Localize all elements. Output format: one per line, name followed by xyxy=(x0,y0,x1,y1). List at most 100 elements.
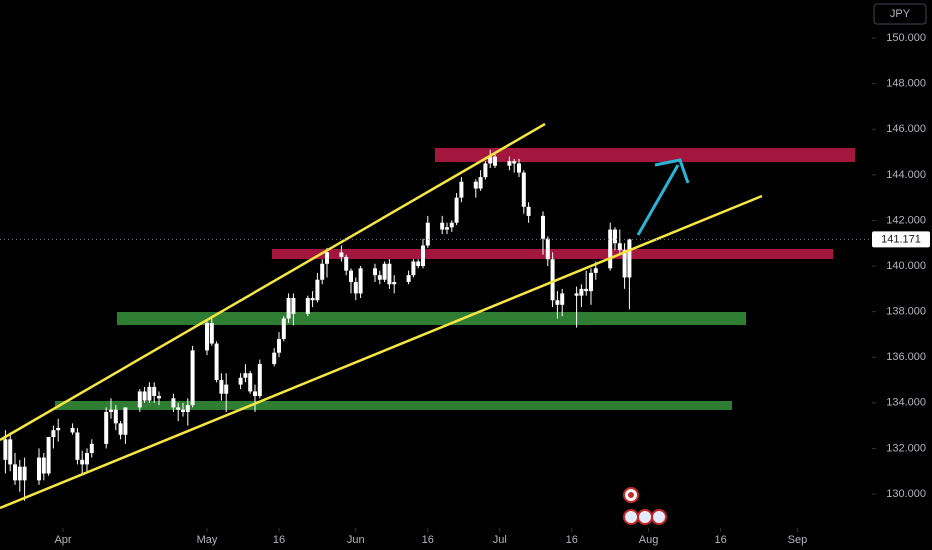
x-tick-label: 16 xyxy=(273,534,285,546)
y-tick-label: 130.000 xyxy=(886,488,926,500)
candle-body xyxy=(310,297,315,301)
candle-body xyxy=(3,439,8,460)
candle-body xyxy=(411,261,416,276)
candle-body xyxy=(277,339,281,353)
candle-body xyxy=(339,252,344,257)
y-tick-label: 138.000 xyxy=(886,306,926,318)
currency-button[interactable] xyxy=(873,3,927,25)
candle-body xyxy=(56,427,61,431)
candle-body xyxy=(291,297,296,314)
candle-body xyxy=(51,430,56,438)
candle-body xyxy=(425,222,430,246)
x-tick-label: 16 xyxy=(714,534,726,546)
candle-body xyxy=(46,437,51,474)
candle-body xyxy=(421,245,425,267)
candle-body xyxy=(171,398,176,408)
y-tick-label: 146.000 xyxy=(886,123,926,135)
resistance-zone xyxy=(435,148,855,162)
trend-line xyxy=(0,194,763,510)
x-tick-label: Aug xyxy=(639,534,659,546)
candle-body xyxy=(377,275,382,280)
y-tick-label: 136.000 xyxy=(886,351,926,363)
candle-body xyxy=(512,161,517,164)
event-icon[interactable] xyxy=(623,509,639,525)
candle-body xyxy=(224,384,229,394)
candle-body xyxy=(142,391,147,401)
x-tick-label: Apr xyxy=(54,534,71,546)
candle-body xyxy=(579,288,584,296)
candle-body xyxy=(13,464,17,481)
candle-body xyxy=(238,377,243,385)
candle-body xyxy=(305,297,310,314)
candle-body xyxy=(555,300,560,305)
candle-body xyxy=(325,252,329,264)
y-tick-label: 148.000 xyxy=(886,78,926,90)
candle-body xyxy=(387,263,392,285)
candle-body xyxy=(8,439,13,465)
candle-body xyxy=(526,206,531,216)
candle-body xyxy=(152,386,157,396)
candle-body xyxy=(382,263,387,280)
candle-body xyxy=(613,229,617,244)
candle-body xyxy=(214,343,219,381)
candle-body xyxy=(320,263,325,280)
x-tick-label: Sep xyxy=(788,534,808,546)
candle-body xyxy=(113,409,118,424)
candle-body xyxy=(373,268,377,276)
x-tick-label: 16 xyxy=(566,534,578,546)
y-tick-label: 150.000 xyxy=(886,32,926,44)
candle-body xyxy=(440,222,445,230)
support-zone xyxy=(55,401,732,410)
x-tick-label: Jul xyxy=(493,534,507,546)
candle-body xyxy=(473,181,478,189)
candle-body xyxy=(109,409,113,412)
candle-body xyxy=(181,409,185,412)
candle-body xyxy=(37,457,41,481)
trend-line xyxy=(0,122,546,442)
candle-body xyxy=(507,161,512,166)
candle-body xyxy=(176,407,181,410)
drawings xyxy=(0,122,763,510)
x-tick-label: 16 xyxy=(422,534,434,546)
candle-body xyxy=(608,229,613,269)
candle-body xyxy=(449,222,454,228)
y-tick-label: 140.000 xyxy=(886,260,926,272)
candle-body xyxy=(545,238,550,260)
candle-body xyxy=(493,156,497,166)
candle-body xyxy=(118,423,123,435)
candle-body xyxy=(459,181,464,198)
candle-body xyxy=(75,432,80,460)
candle-body xyxy=(272,352,277,365)
candle-body xyxy=(584,288,589,292)
support-zone xyxy=(117,312,746,325)
candle-body xyxy=(123,407,128,435)
y-tick-label: 134.000 xyxy=(886,397,926,409)
candle-body xyxy=(349,270,353,283)
candle-body xyxy=(147,386,152,401)
candle-body xyxy=(589,272,593,292)
candle-body xyxy=(617,243,622,251)
arrow xyxy=(636,164,680,236)
last-price-box xyxy=(872,231,930,248)
last-price-label: 141.171 xyxy=(881,233,921,245)
candle-body xyxy=(353,282,358,294)
candle-body xyxy=(344,256,349,271)
candle-body xyxy=(406,275,411,283)
candle-body xyxy=(445,227,449,230)
candle-body xyxy=(157,396,161,399)
candle-body xyxy=(550,259,555,301)
candle-body xyxy=(483,163,488,178)
candle-body xyxy=(622,250,627,278)
candle-body xyxy=(185,405,190,412)
event-icon[interactable] xyxy=(637,509,653,525)
candle-body xyxy=(257,364,262,396)
candle-body xyxy=(243,373,248,378)
candle-body xyxy=(104,411,109,444)
candle-body xyxy=(70,427,75,433)
event-icon[interactable] xyxy=(651,509,667,525)
candle-body xyxy=(517,163,521,173)
candle-body xyxy=(454,197,459,223)
candle-body xyxy=(488,156,493,164)
